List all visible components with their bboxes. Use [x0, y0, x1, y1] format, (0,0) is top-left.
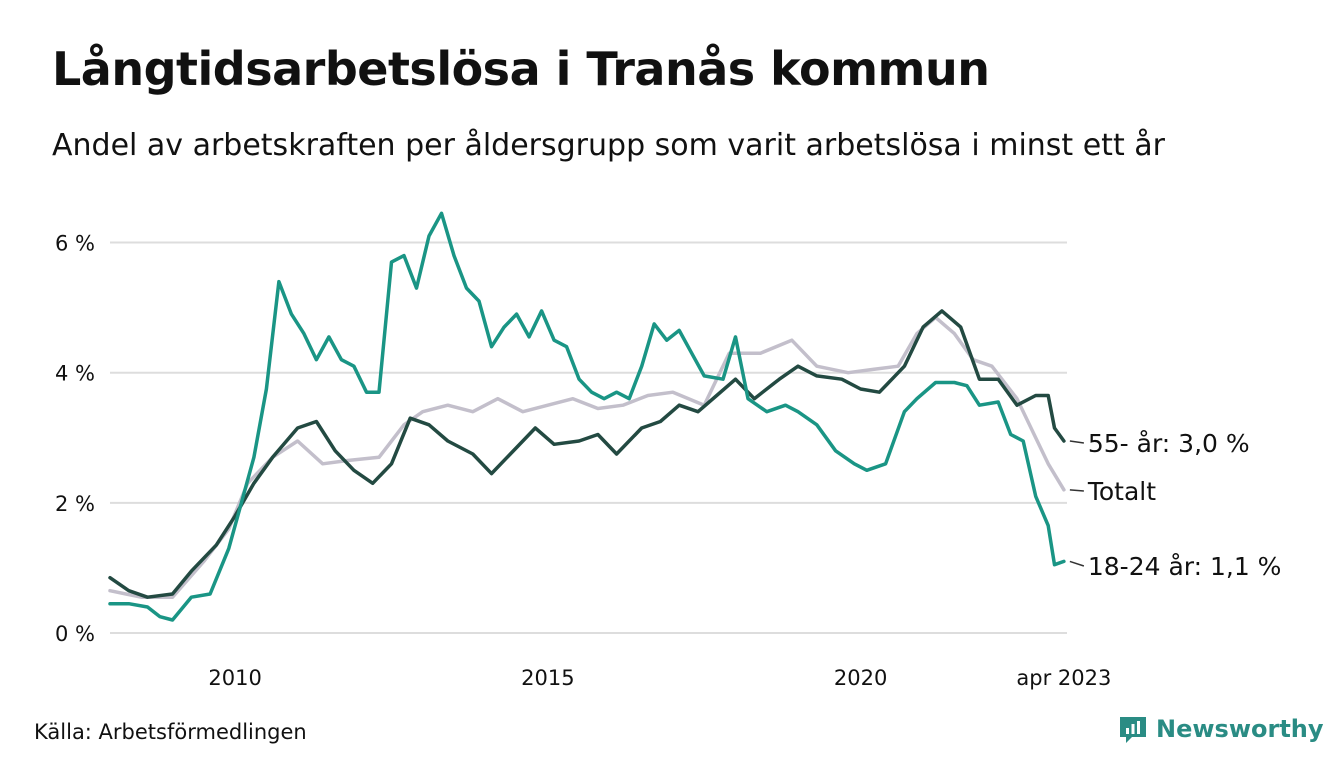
series-label-youth: 18-24 år: 1,1 %: [1088, 552, 1282, 581]
series-line-older: [108, 309, 1066, 599]
y-axis-ticks: 0 % 2 % 4 % 6 %: [55, 232, 95, 646]
x-tick-label: 2020: [834, 666, 887, 690]
x-tick-label: 2010: [208, 666, 261, 690]
chart-subtitle: Andel av arbetskraften per åldersgrupp s…: [52, 128, 1165, 163]
x-tick-label: apr 2023: [1016, 666, 1111, 690]
newsworthy-icon: [1120, 717, 1146, 743]
series-label-older: 55- år: 3,0 %: [1088, 429, 1250, 458]
brand-name: Newsworthy: [1156, 715, 1324, 743]
x-tick-label: 2015: [521, 666, 574, 690]
series-lines: [108, 211, 1066, 622]
grid-lines: [110, 241, 1067, 634]
source-note: Källa: Arbetsförmedlingen: [34, 720, 307, 744]
y-tick-label: 2 %: [55, 492, 95, 516]
series-end-labels: Totalt 55- år: 3,0 % 18-24 år: 1,1 %: [1069, 429, 1282, 581]
chart-title: Långtidsarbetslösa i Tranås kommun: [52, 42, 990, 96]
y-tick-label: 4 %: [55, 362, 95, 386]
leader-line-total: [1069, 489, 1084, 492]
series-line-youth: [108, 211, 1066, 622]
series-line-total: [108, 315, 1066, 599]
y-tick-label: 6 %: [55, 232, 95, 256]
leader-line-older: [1069, 440, 1084, 444]
brand-logo: Newsworthy: [1118, 712, 1324, 746]
y-tick-label: 0 %: [55, 622, 95, 646]
leader-line-youth: [1069, 560, 1085, 567]
x-axis-ticks: 2010 2015 2020 apr 2023: [208, 666, 1111, 690]
series-label-total: Totalt: [1087, 477, 1156, 506]
